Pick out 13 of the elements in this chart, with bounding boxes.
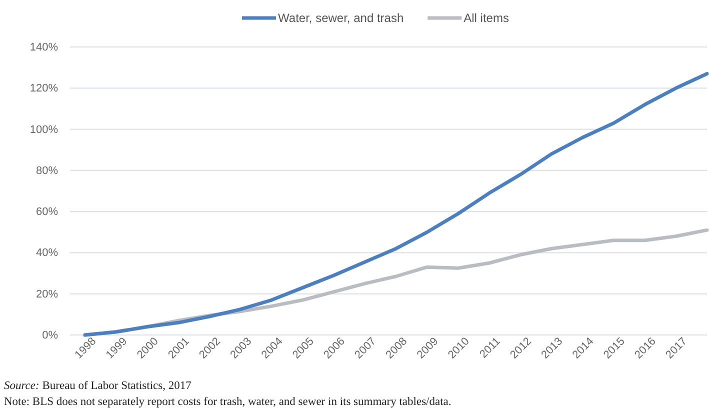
legend-label: Water, sewer, and trash <box>278 11 404 25</box>
y-tick-label: 0% <box>42 330 58 342</box>
y-tick-label: 120% <box>30 82 58 95</box>
source-note: Source: Bureau of Labor Statistics, 2017 <box>4 380 192 392</box>
line-series <box>83 72 709 337</box>
y-tick-label: 40% <box>36 247 58 260</box>
legend-label: All items <box>464 11 509 25</box>
y-tick-label: 100% <box>30 124 58 136</box>
y-tick-label: 80% <box>36 164 58 177</box>
text: Note: BLS does not separately report costs for trash, water, and sewer in its summary tables/data. <box>4 396 452 408</box>
y-tick-label: 60% <box>36 206 58 218</box>
y-tick-label: 20% <box>36 288 58 300</box>
y-tick-label: 140% <box>30 42 58 54</box>
